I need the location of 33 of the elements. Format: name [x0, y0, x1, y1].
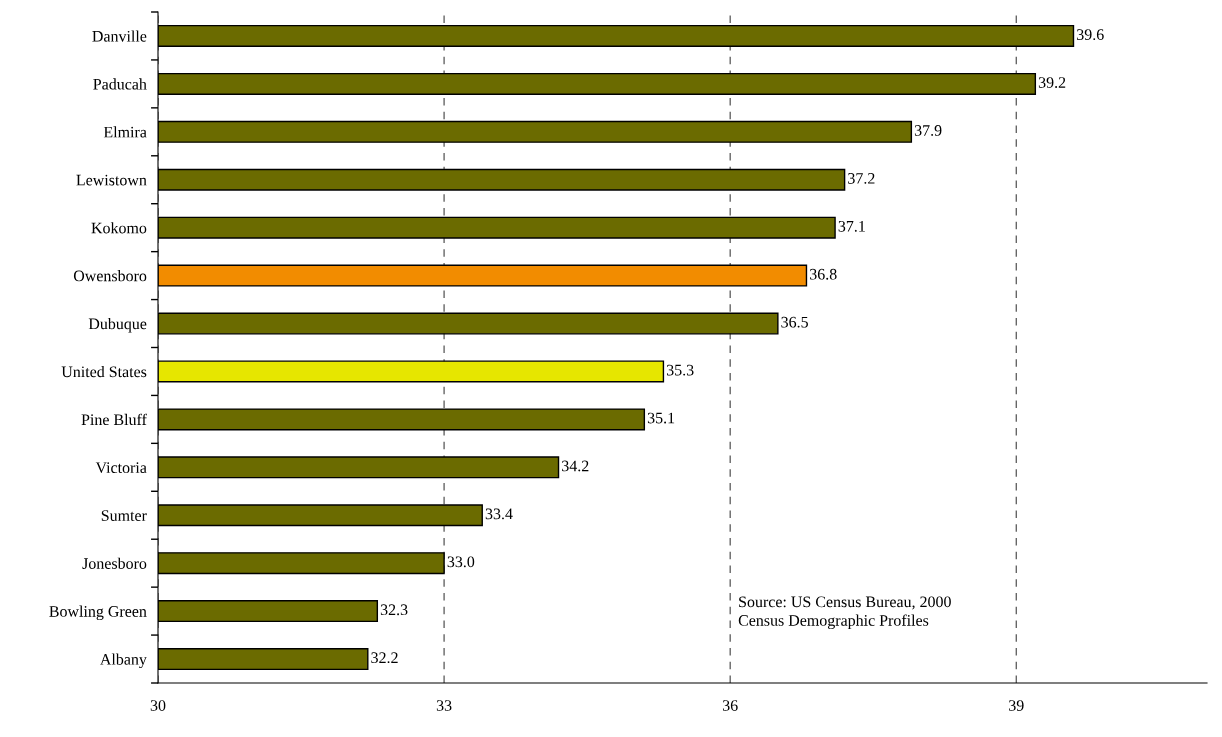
- y-tick-label: Bowling Green: [49, 605, 147, 621]
- data-label: 33.0: [447, 556, 475, 568]
- data-label: 32.2: [371, 652, 398, 664]
- y-tick-label: Elmira: [103, 126, 147, 138]
- y-tick-label: Owensboro: [73, 270, 147, 282]
- data-label: 39.6: [1077, 29, 1104, 41]
- x-tick-label: 30: [150, 700, 166, 711]
- data-label: 39.2: [1038, 77, 1066, 88]
- y-tick-label: Paducah: [93, 78, 147, 90]
- data-label: 32.3: [380, 604, 408, 616]
- y-tick-label: United States: [61, 365, 147, 378]
- y-tick-label: Albany: [100, 653, 147, 669]
- data-label: 33.4: [485, 508, 513, 520]
- annotation: Source: US Census Bureau, 2000 Census Demographic Profiles: [738, 596, 951, 630]
- y-tick-label: Lewistown: [76, 174, 147, 186]
- x-tick-label: 36: [722, 700, 738, 711]
- data-label: 35.1: [647, 412, 675, 424]
- data-label: 37.1: [838, 220, 865, 232]
- y-tick-label: Dubuque: [88, 317, 147, 333]
- y-tick-label: Danville: [92, 30, 147, 42]
- data-label: 34.2: [562, 460, 589, 472]
- data-label: 36.8: [810, 268, 837, 280]
- data-label: 36.5: [781, 316, 808, 328]
- data-label: 35.3: [666, 364, 694, 376]
- y-tick-label: Pine Bluff: [81, 413, 147, 426]
- y-tick-label: Victoria: [95, 462, 147, 474]
- y-tick-label: Kokomo: [91, 222, 147, 234]
- data-label: 37.9: [914, 125, 942, 136]
- y-tick-label: Jonesboro: [82, 557, 147, 569]
- x-tick-label: 33: [436, 700, 452, 711]
- x-tick-label: 39: [1009, 700, 1024, 711]
- y-tick-label: Sumter: [101, 510, 147, 521]
- data-label: 37.2: [848, 173, 875, 184]
